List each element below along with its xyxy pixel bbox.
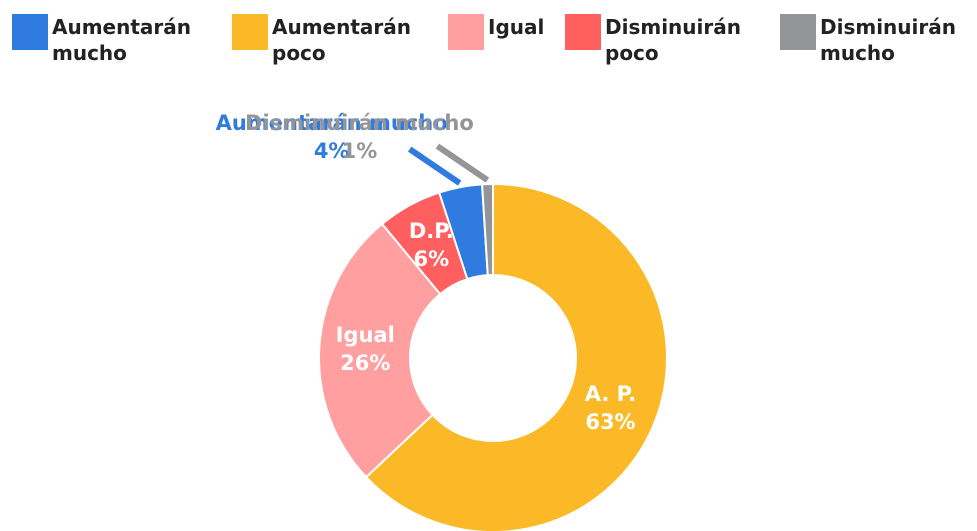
leader-line xyxy=(407,146,462,186)
legend-swatch xyxy=(12,14,48,50)
legend-label: Disminuirán poco xyxy=(605,15,741,65)
value-label: 6% xyxy=(414,247,450,271)
legend-entry: Aumentarán poco xyxy=(232,14,422,66)
legend-swatch xyxy=(780,14,816,50)
legend-label: Disminuirán mucho xyxy=(820,15,956,65)
slice xyxy=(364,182,668,531)
slice-label: A. P. xyxy=(585,382,636,406)
legend-label: Aumentarán mucho xyxy=(52,15,192,65)
value-label: 4% xyxy=(314,139,350,163)
slice-label: Igual xyxy=(336,323,395,347)
legend: Aumentarán mucho Aumentarán poco Igual Dism… xyxy=(12,14,977,84)
legend-entry: Disminuirán poco xyxy=(565,14,755,66)
value-label: 26% xyxy=(340,351,390,375)
legend-swatch xyxy=(565,14,601,50)
legend-entry: Disminuirán mucho xyxy=(780,14,970,66)
legend-label: Aumentarán poco xyxy=(272,15,412,65)
slice xyxy=(481,182,494,277)
legend-swatch xyxy=(232,14,268,50)
legend-entry: Aumentarán mucho xyxy=(12,14,202,66)
outside-label: Disminuirán mucho xyxy=(245,111,474,135)
value-label: 63% xyxy=(585,410,635,434)
legend-label: Igual xyxy=(488,15,545,39)
legend-entry: Igual xyxy=(448,14,638,50)
leader-line xyxy=(435,143,490,183)
legend-swatch xyxy=(448,14,484,50)
slice-label: D.P. xyxy=(409,219,454,243)
value-label: 1% xyxy=(342,139,378,163)
slice xyxy=(318,222,442,479)
outside-label: Aumentarán mucho xyxy=(216,111,448,135)
